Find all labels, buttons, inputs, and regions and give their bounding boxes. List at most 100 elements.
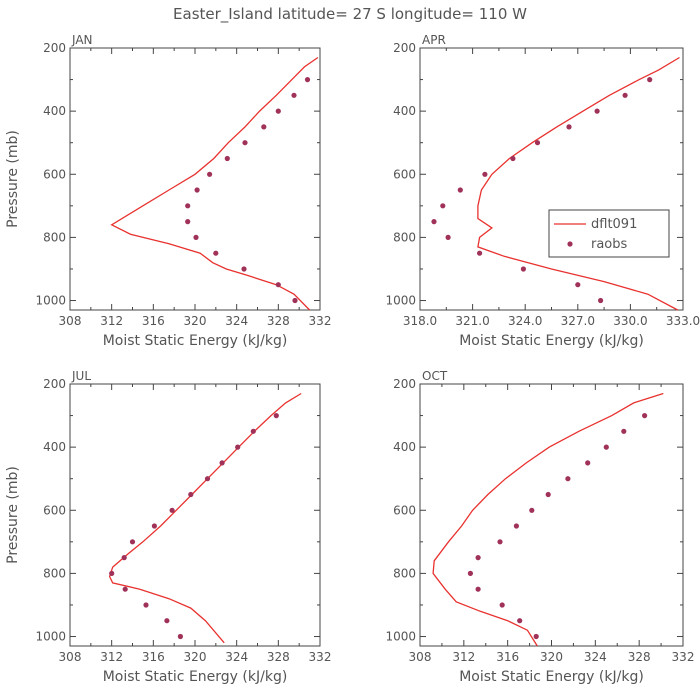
data-point-raobs-oct: [497, 539, 503, 545]
x-tick-label-jul: 324: [225, 650, 248, 664]
x-tick-label-jan: 316: [142, 314, 165, 328]
data-point-raobs-jul: [188, 491, 194, 498]
y-tick-label-jan: 600: [43, 167, 66, 181]
data-point-raobs-jul: [143, 602, 149, 608]
x-tick-label-jul: 320: [184, 650, 207, 664]
y-tick-label-jul: 600: [43, 503, 66, 517]
x-tick-label-jul: 312: [100, 650, 123, 664]
data-point-raobs-oct: [603, 444, 609, 450]
data-point-raobs-jan: [261, 124, 267, 130]
data-point-raobs-apr: [510, 155, 516, 162]
data-point-raobs-jan: [185, 203, 191, 209]
data-point-raobs-oct: [517, 618, 523, 624]
data-point-raobs-jan: [224, 155, 230, 162]
data-point-raobs-apr: [594, 108, 600, 114]
data-point-raobs-jan: [207, 171, 213, 177]
y-tick-label-jul: 400: [43, 440, 66, 454]
x-tick-label-jul: 332: [309, 650, 332, 664]
x-axis-label-jul: Moist Static Energy (kJ/kg): [103, 669, 288, 685]
series-line-dflt091-jan: [110, 56, 319, 311]
panels: JAN 308 312 316 320 324 328 332 200 400 600 800 1000…: [5, 33, 700, 685]
data-point-raobs-jul: [122, 586, 128, 592]
data-point-raobs-oct: [621, 428, 627, 434]
panel-label-oct: OCT: [422, 369, 448, 383]
data-point-raobs-jul: [151, 523, 157, 529]
data-point-raobs-jul: [109, 570, 115, 577]
data-point-raobs-apr: [598, 297, 604, 304]
data-point-raobs-oct: [545, 491, 551, 498]
panel-jan: JAN 308 312 316 320 324 328 332 200 400 600 800 1000…: [5, 33, 331, 349]
y-tick-label-apr: 800: [393, 230, 416, 244]
data-point-raobs-oct: [475, 586, 481, 592]
x-tick-label-apr: 327.0: [561, 314, 595, 328]
data-point-raobs-oct: [585, 460, 591, 466]
data-point-raobs-jan: [193, 234, 199, 240]
x-tick-label-apr: 318.0: [403, 314, 437, 328]
x-tick-label-apr: 324.0: [508, 314, 542, 328]
y-axis-label-jan: Pressure (mb): [5, 130, 21, 228]
y-tick-label-jul: 800: [43, 566, 66, 580]
y-tick-label-oct: 600: [393, 503, 416, 517]
x-tick-label-oct: 316: [496, 650, 519, 664]
data-point-raobs-apr: [477, 250, 483, 256]
legend: dflt091 raobs: [548, 209, 670, 258]
data-point-raobs-apr: [534, 140, 541, 146]
y-tick-label-jul: 1000: [35, 630, 66, 644]
data-point-raobs-oct: [529, 507, 535, 513]
legend-label-dflt091: dflt091: [591, 217, 637, 232]
data-point-raobs-jan: [275, 282, 281, 288]
y-tick-label-jan: 800: [43, 230, 66, 244]
panel-apr: APR 318.0 321.0 324.0 327.0 330.0 333.0 200 400 6…: [385, 33, 700, 349]
data-point-raobs-jan: [304, 77, 311, 83]
legend-box: [548, 209, 670, 258]
figure-title: Easter_Island latitude= 27 S longitude= …: [173, 5, 527, 24]
data-point-raobs-jan: [194, 187, 200, 193]
data-point-raobs-jan: [185, 219, 191, 225]
data-point-raobs-jan: [213, 250, 219, 256]
x-tick-label-jan: 308: [59, 314, 82, 328]
y-tick-label-oct: 1000: [385, 630, 416, 644]
x-tick-label-jan: 328: [267, 314, 290, 328]
panel-oct: OCT 308 312 316 320 324 328 332 200 400 600 800 1000…: [385, 369, 694, 685]
x-tick-label-oct: 328: [628, 650, 651, 664]
x-tick-label-jul: 316: [142, 650, 165, 664]
plot-frame-jan: [69, 47, 321, 311]
panel-label-jul: JUL: [71, 369, 91, 383]
data-point-raobs-oct: [565, 476, 571, 482]
y-axis-label-jul: Pressure (mb): [5, 466, 21, 564]
x-tick-label-jan: 320: [184, 314, 207, 328]
legend-marker-swatch: [567, 241, 573, 247]
data-point-raobs-apr: [482, 171, 488, 177]
data-point-raobs-apr: [520, 266, 527, 272]
data-point-raobs-jan: [242, 140, 248, 146]
x-tick-label-jan: 312: [100, 314, 123, 328]
legend-label-raobs: raobs: [591, 237, 628, 252]
x-tick-label-oct: 312: [452, 650, 475, 664]
y-tick-label-oct: 400: [393, 440, 416, 454]
data-point-raobs-jul: [169, 507, 175, 513]
x-tick-label-jul: 328: [267, 650, 290, 664]
data-point-raobs-jul: [250, 428, 256, 434]
plot-frame-apr: [419, 47, 684, 311]
data-point-raobs-apr: [440, 203, 446, 209]
data-point-raobs-jul: [177, 633, 183, 640]
data-point-raobs-jan: [241, 266, 247, 272]
y-tick-label-apr: 400: [393, 104, 416, 118]
y-tick-label-apr: 600: [393, 167, 416, 181]
series-line-dflt091-apr: [477, 56, 680, 311]
plot-frame-oct: [419, 383, 684, 647]
data-point-raobs-apr: [457, 187, 463, 193]
data-point-raobs-apr: [431, 219, 437, 225]
data-point-raobs-jul: [235, 444, 241, 450]
x-axis-label-apr: Moist Static Energy (kJ/kg): [459, 333, 644, 349]
y-tick-label-jul: 200: [43, 377, 66, 391]
data-point-raobs-jan: [292, 297, 298, 304]
x-tick-label-apr: 321.0: [455, 314, 489, 328]
data-point-raobs-apr: [647, 77, 653, 83]
data-point-raobs-jan: [275, 108, 281, 114]
data-point-raobs-oct: [475, 555, 481, 561]
y-tick-label-jan: 1000: [35, 294, 66, 308]
data-point-raobs-apr: [622, 92, 628, 98]
y-tick-label-oct: 200: [393, 377, 416, 391]
